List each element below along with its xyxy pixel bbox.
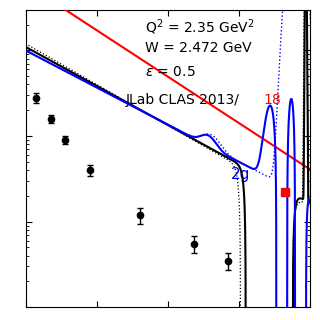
Text: W = 2.472 GeV: W = 2.472 GeV bbox=[145, 41, 252, 55]
Text: $\varepsilon$ = 0.5: $\varepsilon$ = 0.5 bbox=[145, 65, 196, 79]
Text: Q$^2$ = 2.35 GeV$^2$: Q$^2$ = 2.35 GeV$^2$ bbox=[145, 17, 255, 37]
Text: JLab CLAS 2013/: JLab CLAS 2013/ bbox=[125, 93, 239, 107]
Text: 18: 18 bbox=[263, 93, 281, 107]
Text: 2g: 2g bbox=[231, 167, 250, 182]
